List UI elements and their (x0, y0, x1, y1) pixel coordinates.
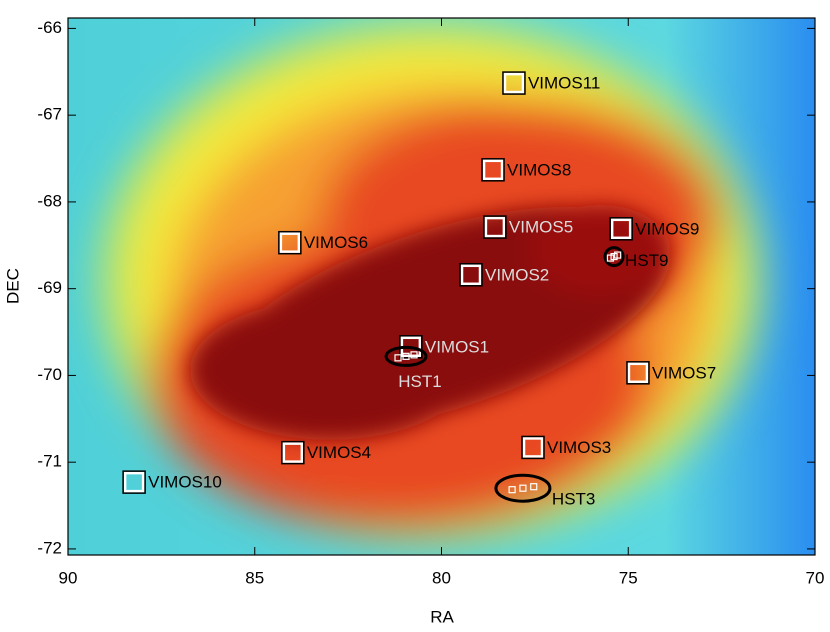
field-label: VIMOS5 (509, 218, 573, 237)
x-tick-label: 85 (245, 568, 264, 587)
field-label: VIMOS10 (148, 473, 222, 492)
field-ellipse (603, 246, 625, 268)
hst-pointing (519, 484, 527, 492)
field-square-outline (481, 158, 505, 182)
field-square (484, 216, 506, 238)
x-axis-label: RA (430, 607, 454, 626)
field-ellipse (494, 473, 552, 503)
field-square-outline (521, 435, 545, 460)
field-square-outline (122, 470, 146, 494)
field-label: VIMOS3 (547, 438, 611, 457)
field-square (503, 72, 525, 94)
field-label: HST1 (398, 372, 441, 391)
y-tick-label: -68 (37, 191, 62, 210)
field-square (522, 437, 544, 458)
y-axis-label: DEC (3, 268, 22, 304)
hst-pointing (394, 354, 402, 362)
field-label: VIMOS2 (485, 265, 549, 284)
y-tick-label: -67 (37, 105, 62, 124)
hst-pointing (410, 351, 418, 359)
heatmap (68, 18, 815, 555)
field-square (279, 232, 301, 253)
field-square-outline (626, 361, 650, 385)
x-tick-label: 70 (806, 568, 825, 587)
hst-pointing (530, 483, 538, 491)
field-square-outline (483, 215, 507, 239)
x-tick-label: 80 (432, 568, 451, 587)
hst-pointing (614, 251, 622, 259)
field-square-outline (459, 263, 483, 287)
field-label: VIMOS8 (507, 160, 571, 179)
field-square-outline (609, 217, 633, 241)
field-square (123, 471, 145, 493)
field-label: VIMOS7 (652, 363, 716, 382)
field-square (610, 218, 632, 240)
field-square (482, 159, 504, 181)
y-tick-label: -71 (37, 452, 62, 471)
y-tick-label: -66 (37, 18, 62, 37)
field-label: VIMOS6 (304, 233, 368, 252)
field-label: HST3 (552, 490, 595, 509)
field-square (460, 264, 482, 286)
x-tick-label: 90 (59, 568, 78, 587)
hst-pointing (402, 352, 410, 360)
field-square (282, 442, 304, 463)
field-label: VIMOS9 (635, 219, 699, 238)
field-label: VIMOS11 (528, 74, 600, 93)
x-tick-label: 75 (619, 568, 638, 587)
hst-pointing (606, 254, 615, 262)
field-square (627, 362, 649, 384)
field-square-outline (281, 440, 305, 465)
hst-pointing (508, 486, 516, 494)
field-label: VIMOS1 (425, 337, 489, 356)
field-ellipse (384, 345, 428, 367)
field-square-outline (278, 230, 302, 255)
field-label: VIMOS4 (307, 443, 371, 462)
field-square-outline (502, 71, 526, 95)
y-tick-label: -72 (37, 538, 62, 557)
field-label: HST9 (625, 251, 668, 270)
y-tick-label: -69 (37, 278, 62, 297)
y-tick-label: -70 (37, 365, 62, 384)
